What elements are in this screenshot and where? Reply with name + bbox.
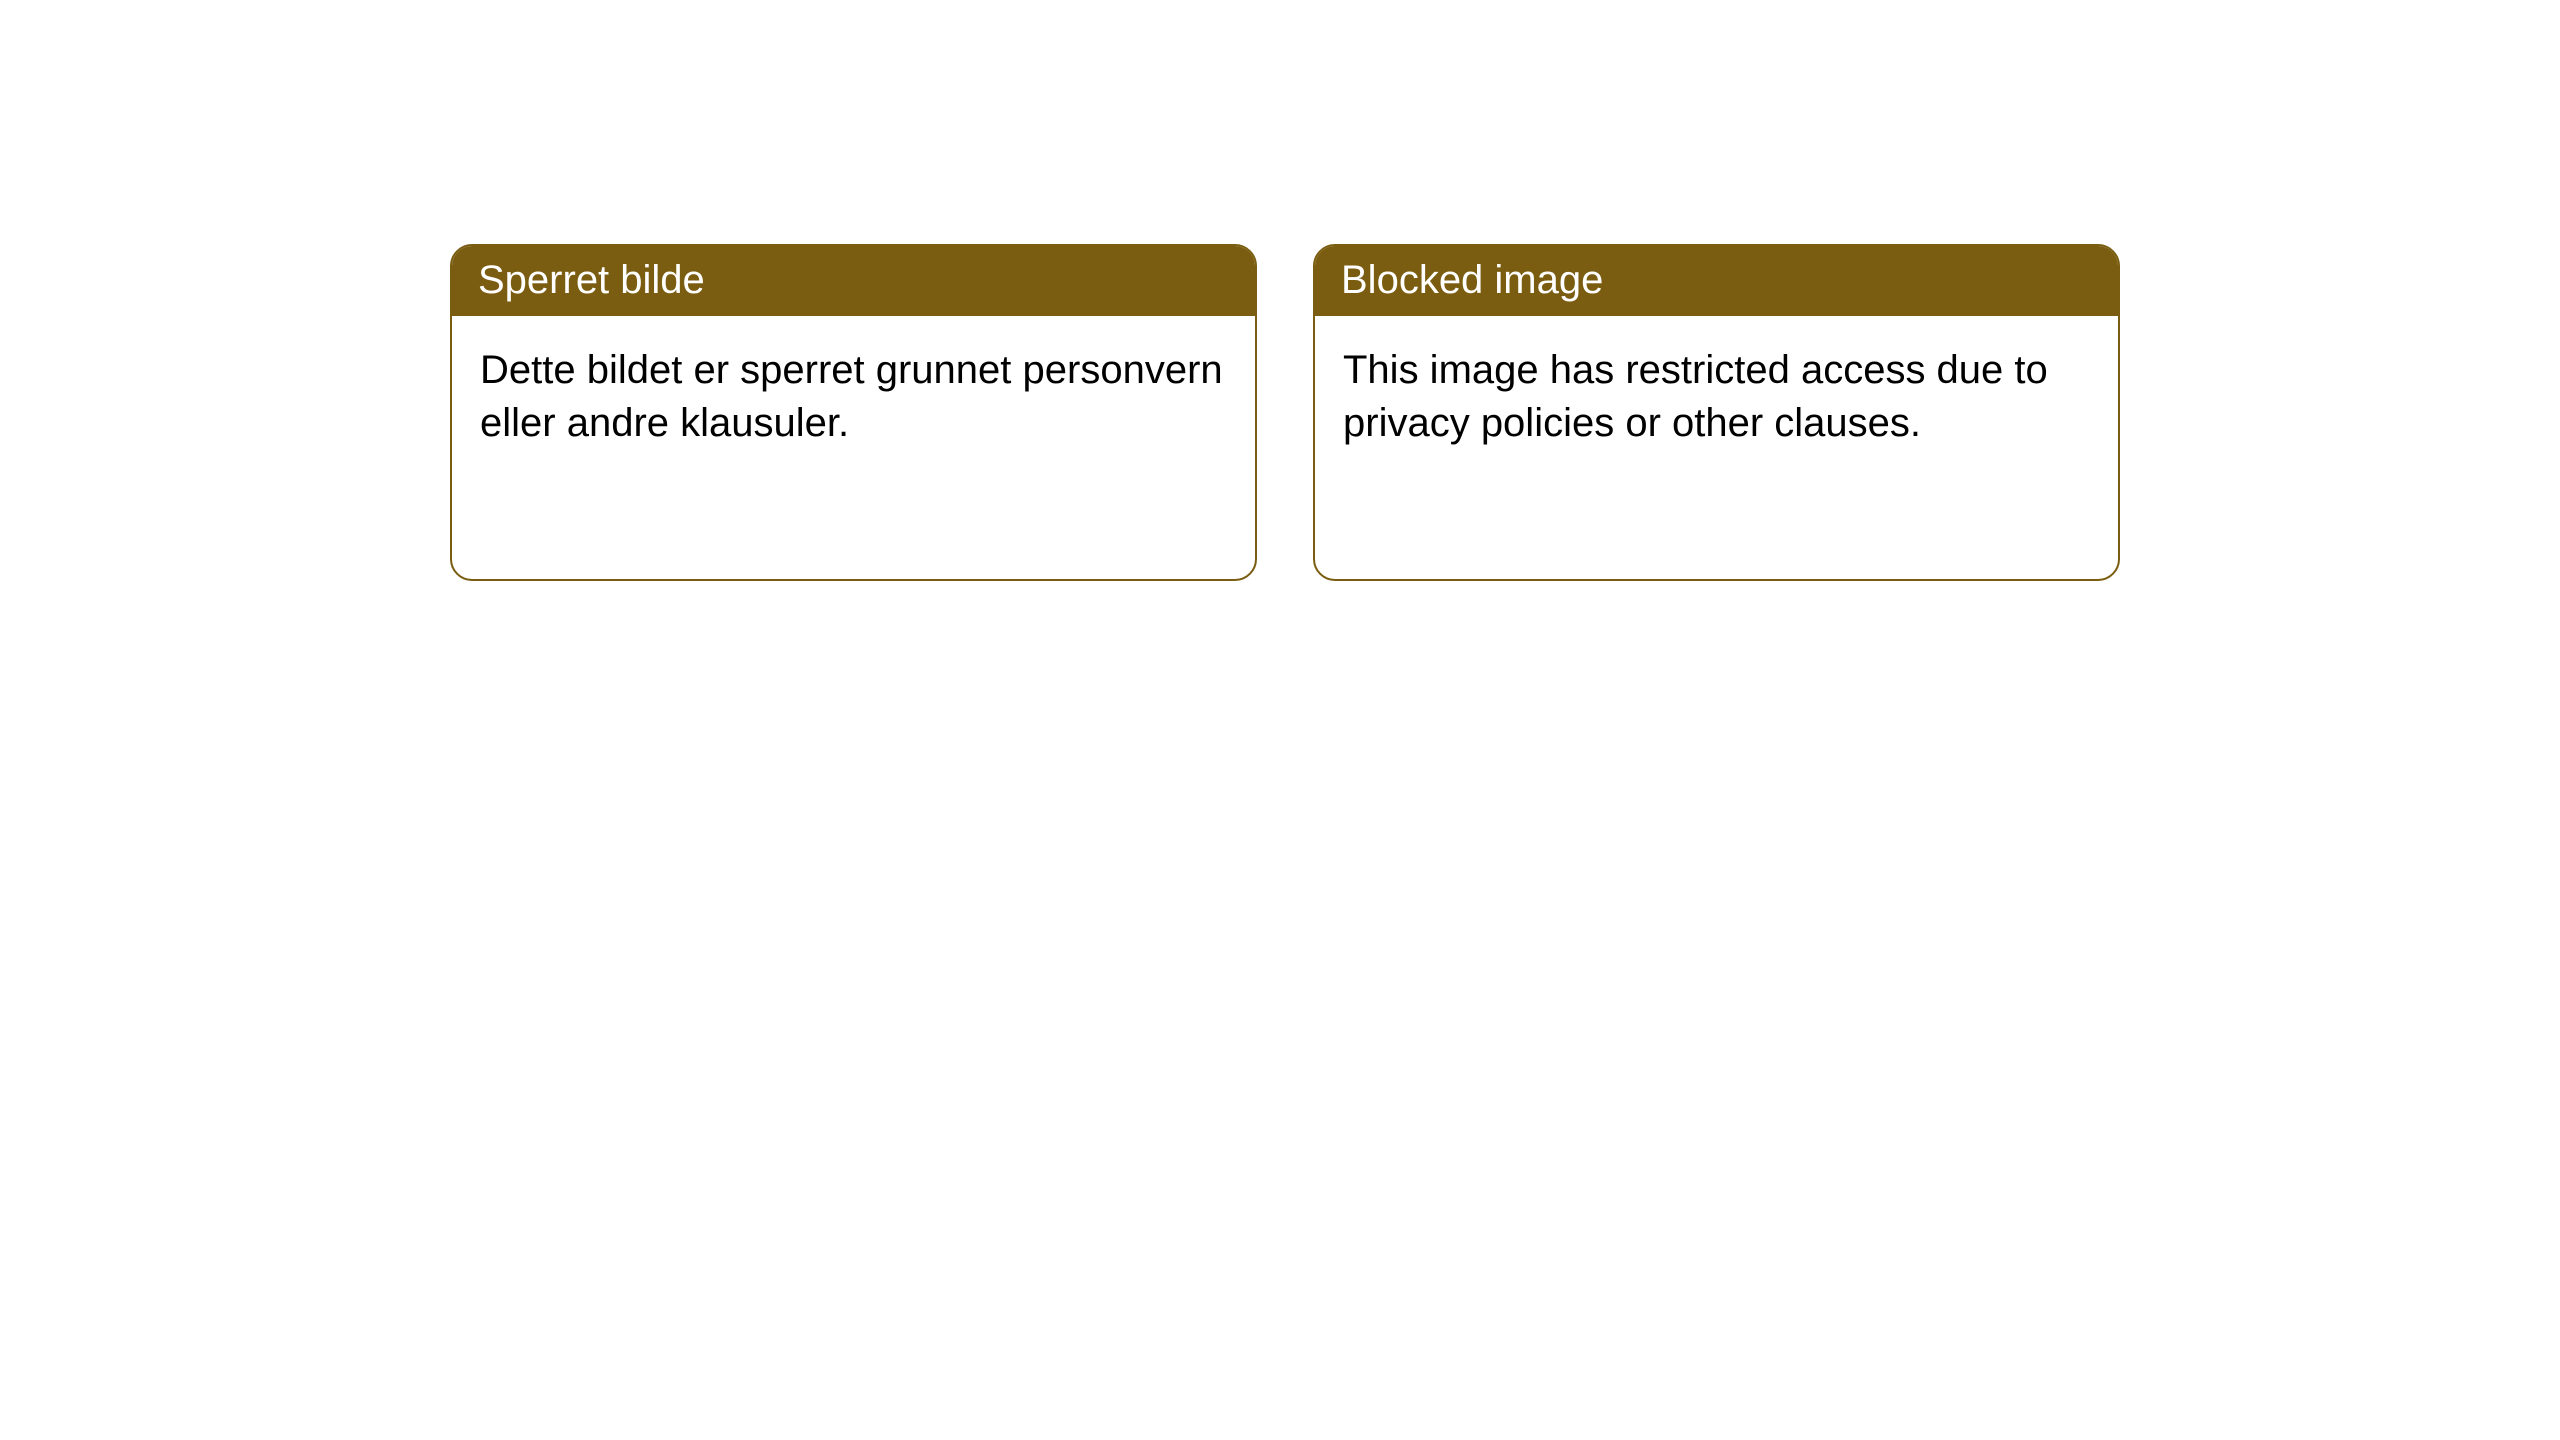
card-header: Sperret bilde: [452, 246, 1255, 316]
card-title: Blocked image: [1341, 258, 1603, 302]
card-body-text: Dette bildet er sperret grunnet personve…: [480, 348, 1223, 445]
card-header: Blocked image: [1315, 246, 2118, 316]
card-body: This image has restricted access due to …: [1315, 316, 2118, 470]
card-title: Sperret bilde: [478, 258, 705, 302]
notice-card-norwegian: Sperret bilde Dette bildet er sperret gr…: [450, 244, 1257, 581]
notice-cards-container: Sperret bilde Dette bildet er sperret gr…: [0, 0, 2560, 581]
notice-card-english: Blocked image This image has restricted …: [1313, 244, 2120, 581]
card-body-text: This image has restricted access due to …: [1343, 348, 2048, 445]
card-body: Dette bildet er sperret grunnet personve…: [452, 316, 1255, 470]
